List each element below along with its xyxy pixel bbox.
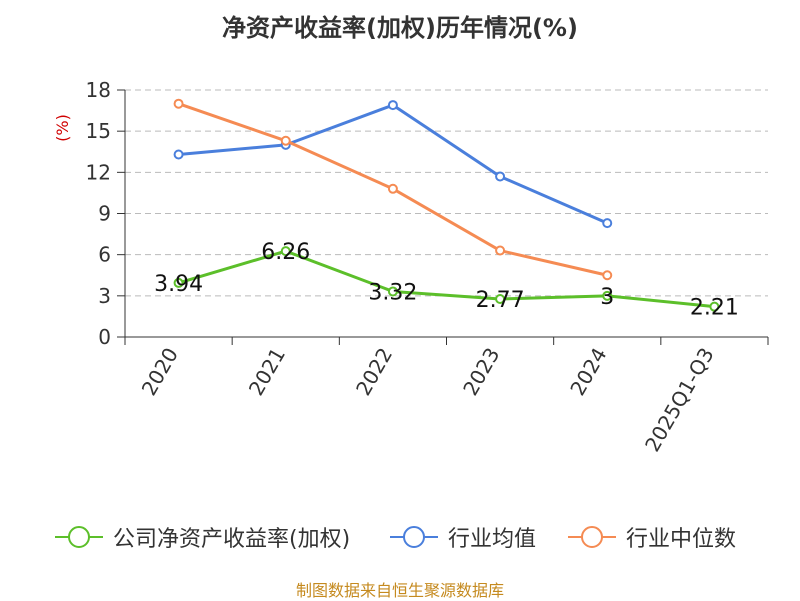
data-point [495,171,506,182]
data-point [173,98,184,109]
legend-label: 行业均值 [448,527,537,552]
legend-label: 公司净资产收益率(加权) [113,527,351,552]
series-line [178,103,608,225]
data-point [602,270,613,281]
series-line [178,249,715,309]
y-tick-label: 12 [86,160,111,184]
legend-item[interactable]: 行业中位数 [568,520,736,554]
data-point [173,277,184,288]
data-point [495,293,506,304]
source-footer: 制图数据来自恒生聚源数据库 [295,581,504,600]
x-tick-label: 2025Q1-Q3 [640,344,719,456]
legend-label: 行业中位数 [626,527,737,552]
data-point [387,286,398,297]
y-axis-label: (%) [53,114,72,142]
legend-item[interactable]: 公司净资产收益率(加权) [55,520,350,554]
line-chart: 0 3 6 9 12 15 18 (%) 2020 2021 2022 2023 2024 2025Q1-… [53,78,769,456]
data-point [709,301,720,312]
data-label: 3.94 [154,272,203,297]
data-label: 2.77 [476,288,525,313]
data-point [602,290,613,301]
data-point [387,183,398,194]
data-point [173,149,184,160]
data-point [602,218,613,229]
legend-line-circle-icon [55,526,103,548]
chart-title: 净资产收益率(加权)历年情况(%) [222,14,578,42]
x-tick-label: 2022 [351,344,397,400]
data-point [387,100,398,111]
y-tick-label: 18 [86,78,111,102]
data-label: 3 [600,285,614,310]
y-tick-label: 9 [98,202,111,226]
y-tick-label: 15 [86,119,111,143]
y-tick-label: 6 [98,243,111,267]
data-label: 3.32 [368,280,417,305]
data-point [280,246,291,257]
data-point [495,245,506,256]
data-label: 6.26 [261,240,310,265]
data-label: 2.21 [690,296,739,321]
x-tick-label: 2023 [458,344,504,400]
y-tick-label: 3 [98,284,111,308]
legend-item[interactable]: 行业均值 [390,520,536,554]
legend-line-circle-icon [568,526,616,548]
x-tick-label: 2024 [565,344,611,400]
data-point [280,135,291,146]
legend-line-circle-icon [390,526,438,548]
x-tick-label: 2020 [137,344,183,400]
y-tick-label: 0 [98,325,111,349]
x-tick-label: 2021 [244,344,290,400]
legend: 公司净资产收益率(加权) 行业均值 行业中位数 [0,520,800,554]
